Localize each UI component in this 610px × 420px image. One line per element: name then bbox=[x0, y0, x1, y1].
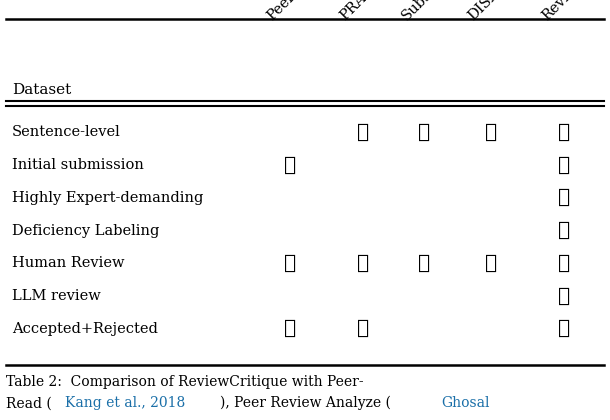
Text: Deficiency Labeling: Deficiency Labeling bbox=[12, 223, 160, 238]
Text: ✓: ✓ bbox=[357, 254, 369, 273]
Text: ✓: ✓ bbox=[485, 123, 497, 142]
Text: Highly Expert-demanding: Highly Expert-demanding bbox=[12, 191, 204, 205]
Text: ✓: ✓ bbox=[485, 254, 497, 273]
Text: Subs.PR: Subs.PR bbox=[399, 0, 453, 23]
Text: Dataset: Dataset bbox=[12, 83, 71, 97]
Text: ), Peer Review Analyze (: ), Peer Review Analyze ( bbox=[220, 396, 391, 410]
Text: ✓: ✓ bbox=[284, 155, 296, 175]
Text: ✓: ✓ bbox=[558, 123, 570, 142]
Text: Initial submission: Initial submission bbox=[12, 158, 144, 172]
Text: ✓: ✓ bbox=[418, 123, 430, 142]
Text: ReviewCrit.: ReviewCrit. bbox=[539, 0, 610, 23]
Text: ✓: ✓ bbox=[558, 155, 570, 175]
Text: ✓: ✓ bbox=[284, 319, 296, 339]
Text: Human Review: Human Review bbox=[12, 256, 124, 270]
Text: ✓: ✓ bbox=[284, 254, 296, 273]
Text: DISAPERE: DISAPERE bbox=[466, 0, 533, 23]
Text: ✓: ✓ bbox=[558, 319, 570, 339]
Text: Read (: Read ( bbox=[6, 396, 52, 410]
Text: ✓: ✓ bbox=[357, 319, 369, 339]
Text: Table 2:  Comparison of ReviewCritique with Peer-: Table 2: Comparison of ReviewCritique wi… bbox=[6, 375, 364, 389]
Text: Kang et al., 2018: Kang et al., 2018 bbox=[65, 396, 185, 410]
Text: Ghosal: Ghosal bbox=[441, 396, 489, 410]
Text: Accepted+Rejected: Accepted+Rejected bbox=[12, 322, 158, 336]
Text: ✓: ✓ bbox=[558, 221, 570, 240]
Text: ✓: ✓ bbox=[418, 254, 430, 273]
Text: Sentence-level: Sentence-level bbox=[12, 125, 121, 139]
Text: LLM review: LLM review bbox=[12, 289, 101, 303]
Text: ✓: ✓ bbox=[558, 188, 570, 207]
Text: ✓: ✓ bbox=[558, 286, 570, 306]
Text: PeerRead: PeerRead bbox=[265, 0, 325, 23]
Text: ✓: ✓ bbox=[558, 254, 570, 273]
Text: ✓: ✓ bbox=[357, 123, 369, 142]
Text: PRAnalyze: PRAnalyze bbox=[338, 0, 403, 23]
